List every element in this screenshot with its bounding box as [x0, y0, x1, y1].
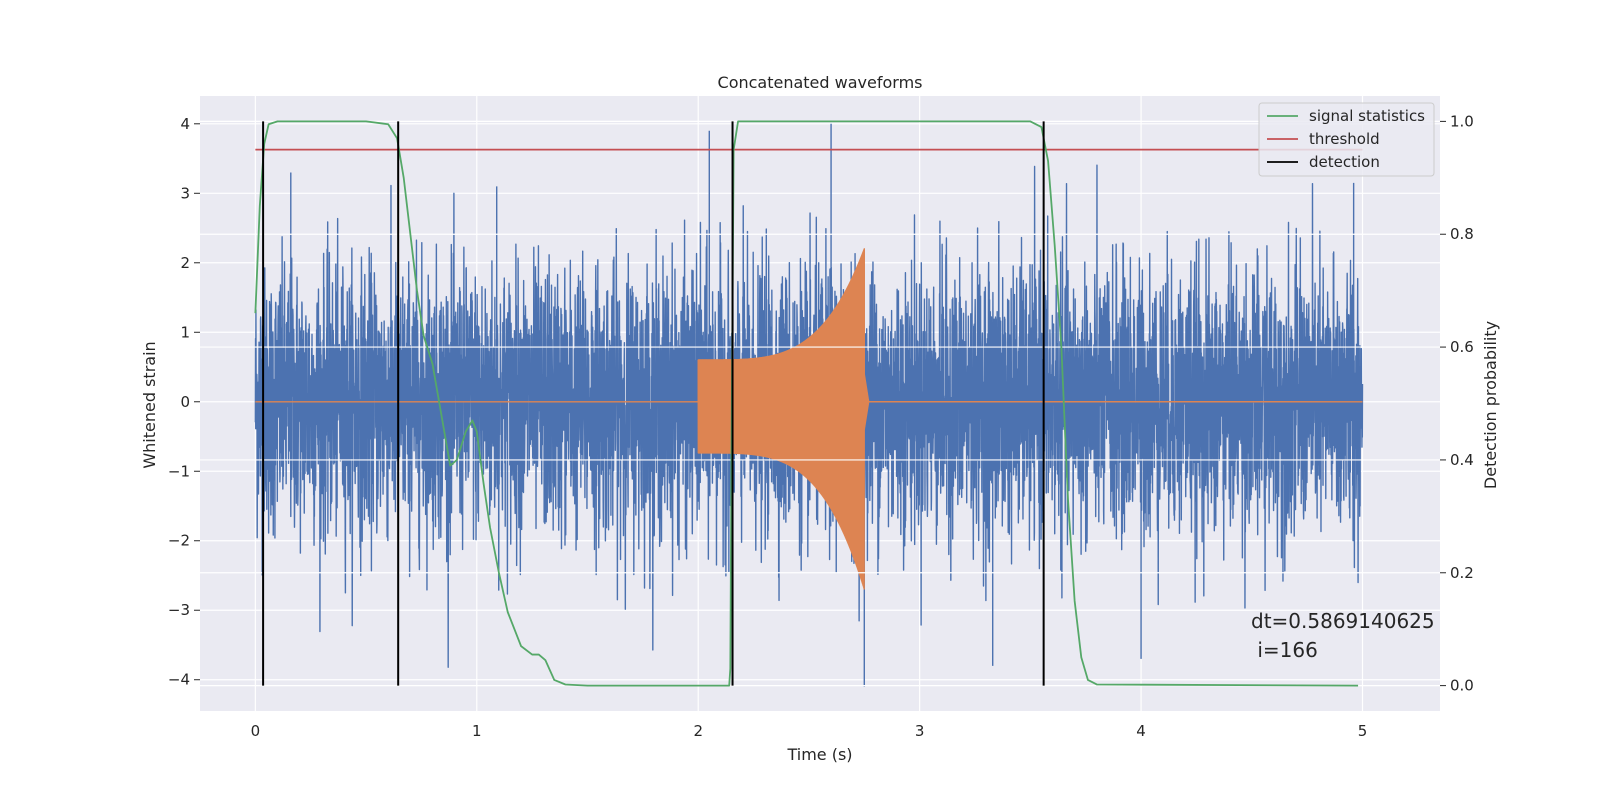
x-axis-label: Time (s): [786, 745, 852, 764]
right-axis-grid: [200, 120, 1440, 687]
legend-label-detection: detection: [1309, 153, 1380, 171]
y-axis-label: Whitened strain: [140, 341, 159, 468]
y-tick-label: −4: [168, 671, 190, 689]
legend-box: [1258, 102, 1435, 177]
y-right-tick-label: 0.8: [1450, 225, 1474, 243]
x-tick-label: 2: [693, 722, 703, 740]
y-tick-label: −1: [168, 462, 190, 480]
y-tick-label: −3: [168, 601, 190, 619]
y-tick-label: 4: [180, 115, 190, 133]
chart-title: Concatenated waveforms: [718, 73, 923, 92]
chirp-layer: [255, 248, 1363, 590]
y-right-axis-label: Detection probability: [1481, 321, 1500, 489]
legend-label-threshold: threshold: [1309, 130, 1380, 148]
axis-ticks: 0 1 2 3 4 5 4 3 2 1 0 −1 −2 −3 −4 1.0 0.8 0.6 0.4 0.2 0.0: [168, 112, 1474, 740]
y-right-tick-label: 1.0: [1450, 112, 1474, 130]
detection-layer: [254, 120, 1363, 687]
y-right-tick-label: 0.4: [1450, 451, 1474, 469]
x-tick-label: 1: [472, 722, 482, 740]
y-tick-label: −2: [168, 532, 190, 550]
legend-label-signal-statistics: signal statistics: [1309, 107, 1425, 125]
x-tick-label: 3: [915, 722, 925, 740]
legend: signal statistics threshold detection: [1258, 102, 1435, 177]
x-tick-label: 0: [251, 722, 261, 740]
annotations: dt=0.5869140625 i=166: [1251, 609, 1435, 662]
y-right-tick-label: 0.2: [1450, 564, 1474, 582]
y-tick-label: 3: [180, 184, 190, 202]
y-tick-label: 2: [180, 254, 190, 272]
x-tick-label: 5: [1358, 722, 1368, 740]
y-right-tick-label: 0.0: [1450, 677, 1474, 695]
y-tick-label: 0: [180, 393, 190, 411]
annotation-dt: dt=0.5869140625: [1251, 609, 1435, 633]
chirp-series-line: [255, 248, 1363, 590]
x-tick-label: 4: [1136, 722, 1146, 740]
signal-statistics-line: [254, 120, 1359, 687]
y-right-tick-label: 0.6: [1450, 338, 1474, 356]
annotation-index: i=166: [1251, 638, 1318, 662]
y-tick-label: 1: [180, 323, 190, 341]
